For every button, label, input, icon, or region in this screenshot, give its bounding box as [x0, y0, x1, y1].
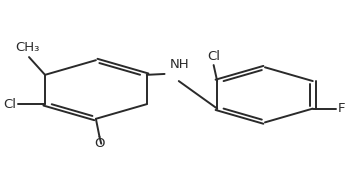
- Text: Cl: Cl: [207, 50, 220, 63]
- Text: F: F: [338, 102, 345, 115]
- Text: CH₃: CH₃: [15, 41, 39, 54]
- Text: NH: NH: [170, 58, 189, 71]
- Text: Cl: Cl: [4, 98, 17, 111]
- Text: O: O: [94, 137, 105, 151]
